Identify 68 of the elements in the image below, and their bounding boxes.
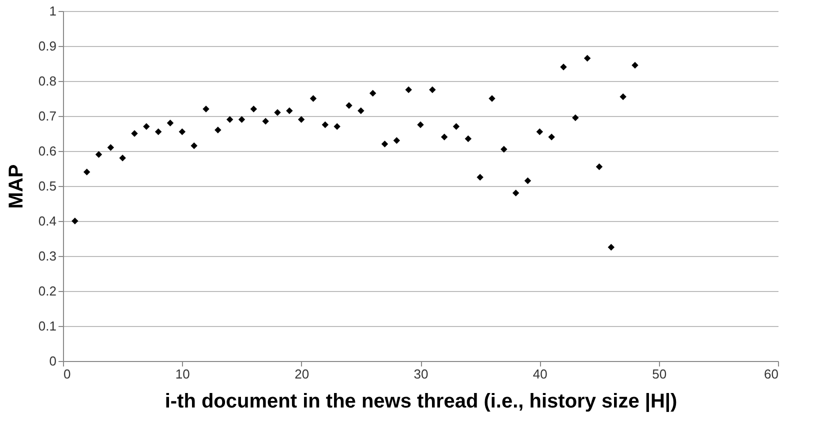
point bbox=[143, 123, 150, 130]
point bbox=[119, 154, 126, 162]
y-axis-title: MAP bbox=[5, 164, 28, 209]
point bbox=[298, 116, 305, 123]
point bbox=[131, 130, 138, 137]
y-tick-label: 0.6 bbox=[38, 144, 56, 158]
point bbox=[512, 190, 520, 196]
point bbox=[429, 86, 436, 94]
point bbox=[608, 244, 615, 251]
y-tick-label: 0.7 bbox=[38, 108, 56, 124]
y-tick-label: 0.2 bbox=[38, 284, 56, 298]
x-tick-label: 10 bbox=[175, 366, 190, 382]
point bbox=[286, 107, 293, 114]
y-tick-label: 0.5 bbox=[38, 178, 56, 194]
point bbox=[190, 142, 198, 150]
point bbox=[262, 118, 269, 125]
y-tick-label: 0.3 bbox=[38, 248, 56, 264]
x-tick-label: 60 bbox=[764, 366, 778, 382]
point bbox=[381, 140, 388, 148]
point bbox=[417, 121, 424, 128]
x-tick-label: 0 bbox=[64, 366, 71, 382]
point bbox=[500, 146, 508, 153]
point bbox=[596, 163, 603, 170]
point bbox=[369, 90, 376, 97]
y-tick-label: 0 bbox=[49, 354, 56, 368]
y-tick-label: 0.9 bbox=[38, 38, 56, 54]
point bbox=[83, 168, 90, 176]
point bbox=[214, 126, 222, 134]
point bbox=[322, 121, 329, 128]
point bbox=[107, 144, 114, 151]
point bbox=[464, 135, 472, 142]
point bbox=[72, 218, 78, 224]
point bbox=[632, 62, 638, 69]
point bbox=[476, 174, 484, 181]
x-tick-label: 40 bbox=[532, 366, 548, 382]
point bbox=[584, 54, 591, 62]
point bbox=[310, 95, 317, 102]
point bbox=[524, 177, 532, 184]
point bbox=[488, 95, 496, 102]
point bbox=[95, 151, 102, 158]
x-tick-label: 30 bbox=[414, 366, 428, 382]
point bbox=[154, 128, 162, 136]
point bbox=[178, 128, 186, 136]
point bbox=[393, 137, 400, 144]
point bbox=[572, 114, 579, 122]
y-tick-label: 0.8 bbox=[38, 74, 56, 88]
point bbox=[560, 64, 567, 70]
point bbox=[548, 134, 555, 140]
x-tick-label: 20 bbox=[294, 366, 310, 382]
point bbox=[620, 93, 626, 100]
point bbox=[346, 102, 352, 109]
point bbox=[358, 107, 364, 114]
point bbox=[166, 120, 174, 126]
y-tick-label: 0.1 bbox=[38, 318, 56, 334]
point bbox=[405, 86, 412, 94]
y-tick-label: 1 bbox=[49, 4, 56, 18]
point bbox=[452, 123, 460, 130]
x-axis-title: i-th document in the news thread (i.e., history size |H|) bbox=[164, 390, 678, 412]
point bbox=[250, 106, 258, 112]
point bbox=[238, 116, 246, 123]
point bbox=[536, 128, 544, 136]
point bbox=[334, 123, 340, 130]
point bbox=[440, 134, 448, 140]
point bbox=[202, 106, 210, 112]
x-tick-label: 50 bbox=[652, 366, 667, 382]
point bbox=[226, 116, 234, 123]
y-tick-label: 0.4 bbox=[38, 214, 56, 228]
point bbox=[274, 109, 281, 116]
